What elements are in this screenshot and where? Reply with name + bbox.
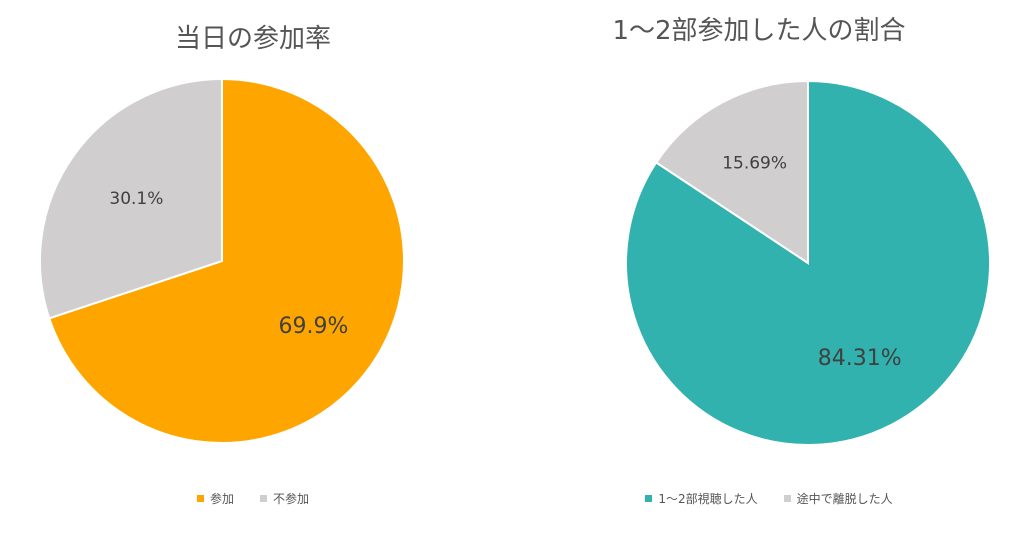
legend-swatch-attended <box>196 495 204 502</box>
legend-swatch-left-midway <box>783 495 791 502</box>
chart-legend: 参加 不参加 <box>0 490 516 507</box>
data-label-0: 84.31% <box>818 346 902 371</box>
legend-swatch-watched <box>645 495 653 502</box>
pie-slice-1 <box>654 79 809 265</box>
pie-slice-0 <box>47 77 405 444</box>
pie-chart-attendance: 69.9% 30.1% <box>39 77 405 444</box>
chart-title: 当日の参加率 <box>174 24 331 54</box>
legend-item-absent: 不参加 <box>260 490 309 507</box>
pie-slice-1 <box>39 77 223 320</box>
legend-item-watched: 1〜2部視聴した人 <box>645 490 758 507</box>
data-label-1: 30.1% <box>109 189 163 209</box>
pie-chart-retention: 84.31% 15.69% <box>625 79 991 446</box>
data-label-1: 15.69% <box>722 154 787 174</box>
chart-panel-attendance: 当日の参加率 69.9% 30.1% 参加 不参加 <box>0 24 516 507</box>
legend-label: 参加 <box>209 492 234 506</box>
chart-legend: 1〜2部視聴した人 途中で離脱した人 <box>506 490 1032 507</box>
chart-panel-retention: 1〜2部参加した人の割合 84.31% 15.69% 1〜2部視聴した人 途中で離… <box>516 0 1032 538</box>
legend-item-left-midway: 途中で離脱した人 <box>783 490 893 507</box>
legend-label: 不参加 <box>273 492 310 506</box>
data-label-0: 69.9% <box>279 314 349 339</box>
chart-title: 1〜2部参加した人の割合 <box>612 16 906 46</box>
legend-label: 途中で離脱した人 <box>796 492 893 506</box>
legend-swatch-absent <box>260 495 267 502</box>
legend-item-attended: 参加 <box>196 490 234 507</box>
legend-label: 1〜2部視聴した人 <box>658 492 758 506</box>
